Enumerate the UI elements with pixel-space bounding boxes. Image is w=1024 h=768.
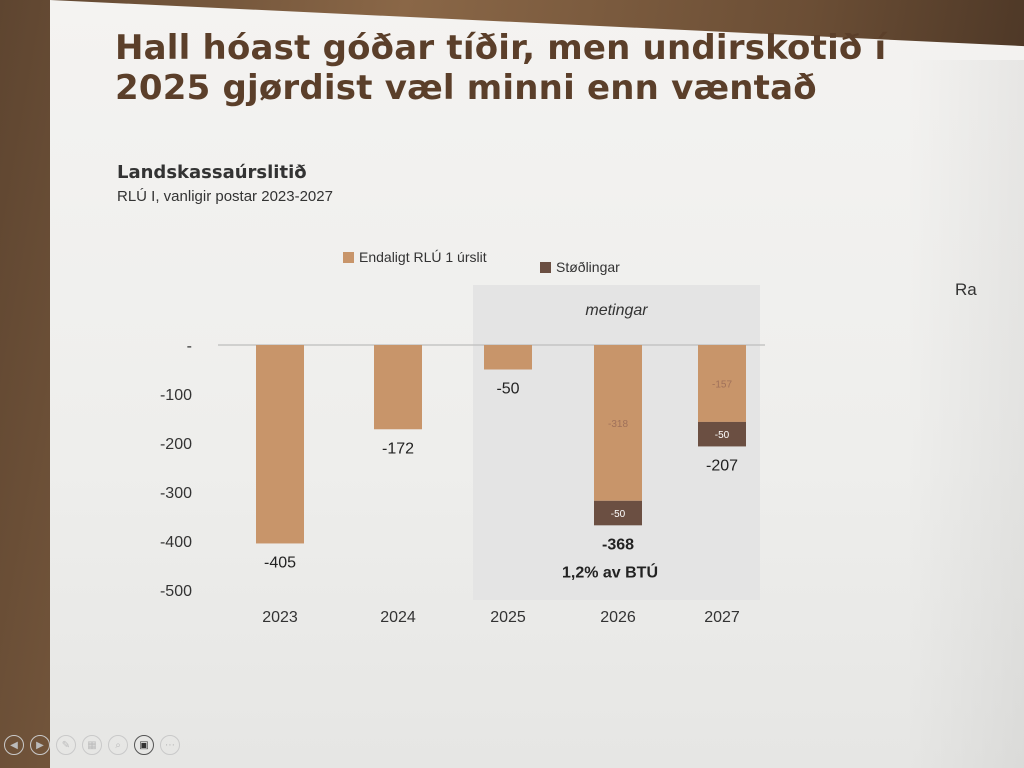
total-label: -207 [706,457,738,474]
bar-endaligt [256,345,304,544]
x-tick-label: 2027 [704,609,740,626]
chart-description: RLÚ I, vanligir postar 2023-2027 [117,188,333,205]
total-label: -405 [264,554,296,571]
legend-swatch [540,262,551,273]
bar-stodlingar [594,500,642,526]
segment-label-endaligt: -318 [608,419,628,430]
bar-endaligt [374,345,422,430]
next-icon[interactable]: ▶ [30,735,50,755]
segment-label-stodlingar: -50 [715,430,730,441]
y-tick-label: - [187,338,192,355]
y-tick-label: -400 [160,534,192,551]
prev-icon[interactable]: ◀ [4,735,24,755]
total-label: -50 [496,381,519,398]
zoom-icon[interactable]: ⌕ [108,735,128,755]
bar-stodlingar [698,421,746,447]
x-tick-label: 2026 [600,609,636,626]
y-tick-label: -200 [160,436,192,453]
y-tick-label: -300 [160,485,192,502]
legend-label: Endaligt RLÚ 1 úrslit [359,249,487,265]
bar-endaligt [484,345,532,370]
y-tick-label: -100 [160,387,192,404]
forecast-label: metingar [585,302,648,319]
slide-title: Hall hóast góðar tíðir, men undirskotið … [115,28,887,108]
legend-swatch [343,252,354,263]
y-tick-label: -500 [160,583,192,600]
slide-shadow [905,60,1024,768]
x-tick-label: 2023 [262,609,298,626]
x-tick-label: 2025 [490,609,526,626]
pen-icon[interactable]: ✎ [56,735,76,755]
bar-endaligt [698,345,746,422]
more-icon[interactable]: ⋯ [160,735,180,755]
segment-label-endaligt: -157 [712,379,732,390]
annotation-gdp: 1,2% av BTÚ [562,562,658,581]
bar-endaligt [594,345,642,501]
total-label: -172 [382,440,414,457]
next-panel-text: Ra [955,280,977,299]
slides-icon[interactable]: ▦ [82,735,102,755]
chart-subtitle: Landskassaúrslitið [117,162,307,183]
presenter-toolbar: ◀ ▶ ✎ ▦ ⌕ ▣ ⋯ [4,732,180,758]
segment-label-stodlingar: -50 [611,509,626,520]
total-label: -368 [602,536,634,553]
camera-icon[interactable]: ▣ [134,735,154,755]
x-tick-label: 2024 [380,609,416,626]
legend-label: Støðlingar [556,259,620,275]
